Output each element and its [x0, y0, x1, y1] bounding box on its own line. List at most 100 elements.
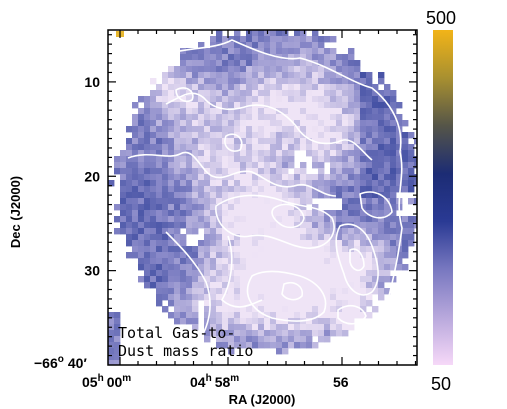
heatmap-cell	[390, 90, 397, 97]
heatmap-cell	[258, 222, 265, 229]
heatmap-cell	[240, 246, 247, 253]
heatmap-cell	[210, 240, 217, 247]
heatmap-cell	[246, 96, 253, 103]
heatmap-cell	[300, 282, 307, 289]
heatmap-cell	[294, 252, 301, 259]
heatmap-cell	[360, 270, 367, 277]
heatmap-cell	[282, 156, 289, 163]
heatmap-cell	[162, 108, 169, 115]
heatmap-cell	[240, 162, 247, 169]
heatmap-cell	[348, 174, 355, 181]
heatmap-cell	[144, 264, 151, 271]
heatmap-cell	[336, 324, 343, 331]
heatmap-cell	[312, 174, 319, 181]
heatmap-cell	[174, 96, 181, 103]
heatmap-cell	[354, 294, 361, 301]
heatmap-cell	[174, 216, 181, 223]
heatmap-cell	[192, 126, 199, 133]
heatmap-cell	[192, 108, 199, 115]
heatmap-cell	[390, 132, 397, 139]
heatmap-cell	[318, 168, 325, 175]
heatmap-cell	[318, 228, 325, 235]
heatmap-cell	[258, 180, 265, 187]
y-tick-label-1: 20	[84, 168, 100, 184]
heatmap-cell	[270, 90, 277, 97]
heatmap-cell	[372, 180, 379, 187]
heatmap-cell	[318, 60, 325, 67]
heatmap-cell	[138, 180, 145, 187]
heatmap-cell	[366, 186, 373, 193]
heatmap-cell	[210, 312, 217, 319]
heatmap-cell	[390, 174, 397, 181]
heatmap-cell	[264, 108, 271, 115]
heatmap-cell	[114, 348, 121, 355]
heatmap-cell	[216, 102, 223, 109]
heatmap-cell	[300, 204, 307, 211]
heatmap-cell	[378, 282, 385, 289]
heatmap-cell	[276, 162, 283, 169]
heatmap-cell	[318, 180, 325, 187]
heatmap-cell	[156, 294, 163, 301]
heatmap-cell	[216, 36, 223, 43]
heatmap-cell	[258, 204, 265, 211]
heatmap-cell	[222, 312, 229, 319]
heatmap-cell	[180, 132, 187, 139]
heatmap-cell	[336, 102, 343, 109]
heatmap-cell	[174, 294, 181, 301]
heatmap-cell	[276, 348, 283, 355]
heatmap-cell	[234, 276, 241, 283]
heatmap-cell	[252, 258, 259, 265]
heatmap-cell	[330, 270, 337, 277]
heatmap-cell	[264, 312, 271, 319]
heatmap-cell	[204, 312, 211, 319]
heatmap-cell	[258, 114, 265, 121]
heatmap-cell	[228, 84, 235, 91]
heatmap-cell	[312, 270, 319, 277]
heatmap-cell	[210, 222, 217, 229]
heatmap-cell	[378, 234, 385, 241]
heatmap-cell	[114, 168, 121, 175]
heatmap-cell	[126, 174, 133, 181]
heatmap-cell	[258, 234, 265, 241]
heatmap-cell	[252, 222, 259, 229]
heatmap-cell	[396, 180, 403, 187]
heatmap-cell	[378, 108, 385, 115]
heatmap-cell	[198, 192, 205, 199]
heatmap-cell	[294, 102, 301, 109]
heatmap-cell	[390, 258, 397, 265]
heatmap-cell	[264, 258, 271, 265]
heatmap-cell	[276, 288, 283, 295]
heatmap-cell	[198, 84, 205, 91]
heatmap-cell	[336, 150, 343, 157]
heatmap-cell	[306, 138, 313, 145]
heatmap-cell	[216, 144, 223, 151]
heatmap-cell	[396, 150, 403, 157]
heatmap-cell	[264, 192, 271, 199]
heatmap-cell	[270, 330, 277, 337]
heatmap-cell	[306, 198, 313, 205]
heatmap-cell	[330, 60, 337, 67]
heatmap-cell	[360, 126, 367, 133]
heatmap-cell	[306, 36, 313, 43]
heatmap-cell	[300, 108, 307, 115]
heatmap-cell	[138, 186, 145, 193]
heatmap-cell	[312, 276, 319, 283]
heatmap-cell	[330, 36, 337, 43]
heatmap-cell	[168, 78, 175, 85]
heatmap-cell	[396, 216, 403, 223]
heatmap-cell	[270, 336, 277, 343]
heatmap-cell	[168, 228, 175, 235]
heatmap-cell	[300, 228, 307, 235]
heatmap-cell	[198, 240, 205, 247]
heatmap-cell	[252, 312, 259, 319]
heatmap-cell	[144, 222, 151, 229]
heatmap-cell	[300, 102, 307, 109]
heatmap-cell	[342, 198, 349, 205]
heatmap-cell	[168, 204, 175, 211]
heatmap-cell	[294, 264, 301, 271]
heatmap-cell	[282, 258, 289, 265]
heatmap-cell	[366, 312, 373, 319]
heatmap-cell	[408, 234, 415, 241]
heatmap-cell	[174, 270, 181, 277]
heatmap-cell	[264, 138, 271, 145]
